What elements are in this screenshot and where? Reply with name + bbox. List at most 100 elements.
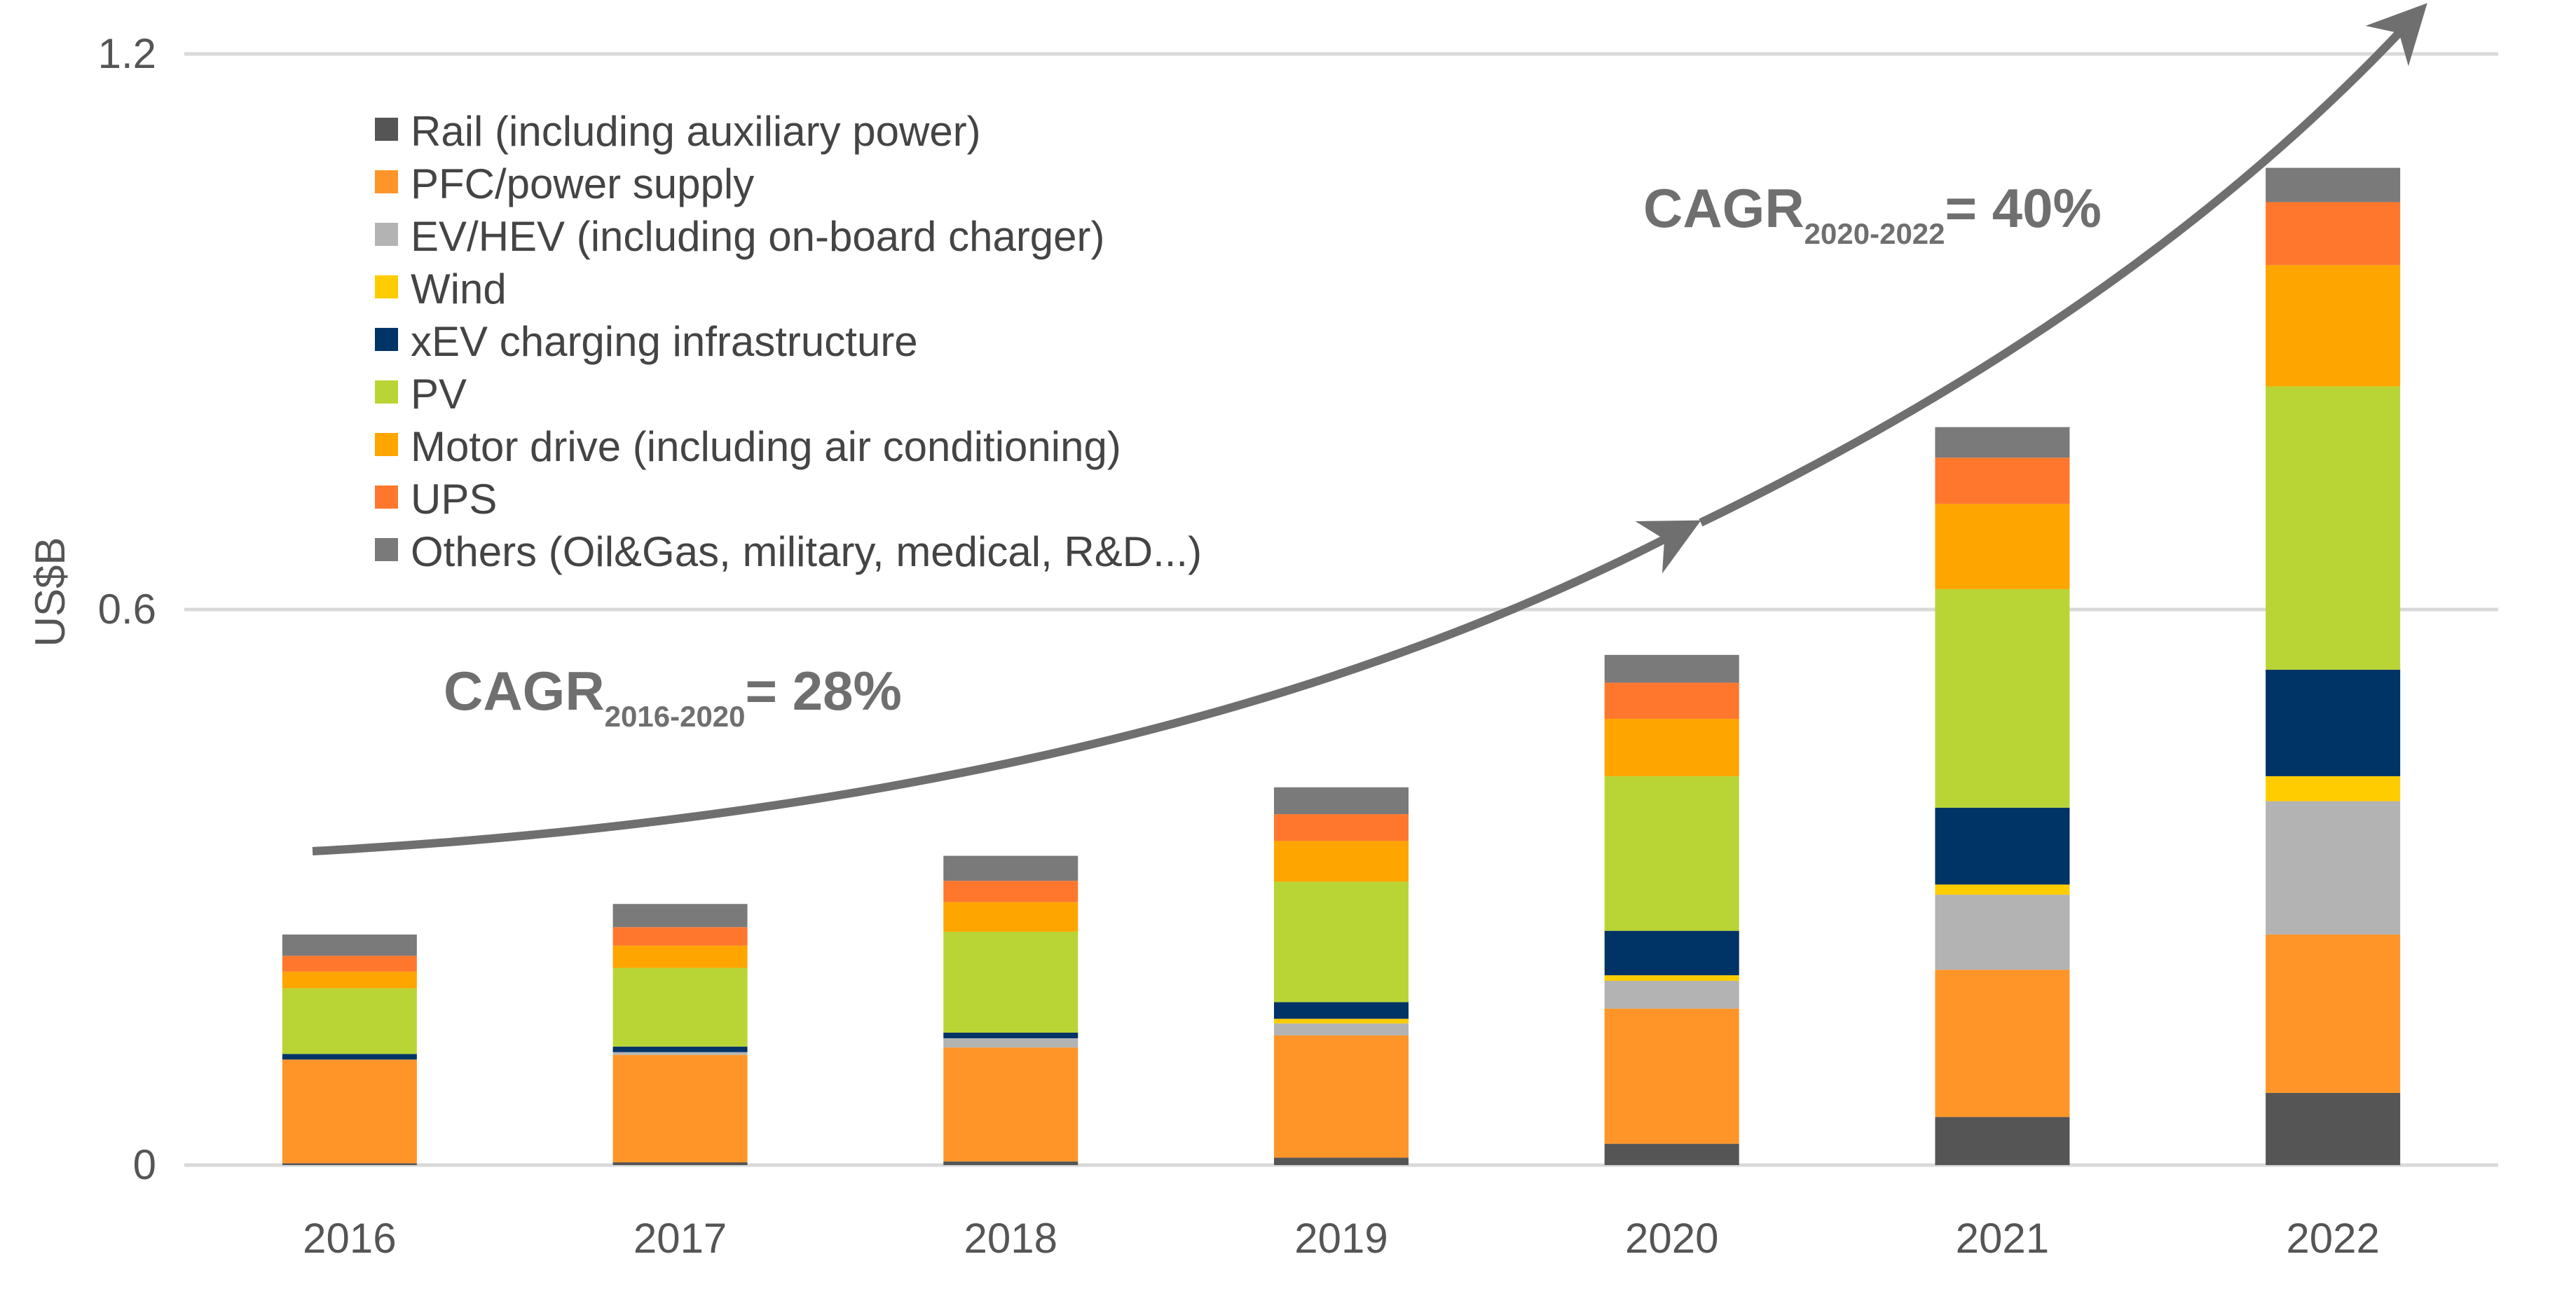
bar-segment	[612, 1162, 748, 1165]
legend-swatch	[375, 433, 398, 456]
bar-segment	[1604, 682, 1739, 719]
bar-segment	[943, 881, 1078, 902]
bar-segment	[2266, 167, 2401, 202]
legend-item: Rail (including auxiliary power)	[375, 108, 981, 155]
cagr-annotation-2016-2020: CAGR2016-2020= 28%	[444, 660, 902, 733]
bar-segment	[1274, 1023, 1409, 1035]
bar-segment	[1935, 1117, 2070, 1165]
legend-item: PFC/power supply	[375, 160, 754, 207]
legend-swatch	[375, 538, 398, 561]
legend: Rail (including auxiliary power) PFC/powe…	[375, 108, 1202, 575]
bar-segment	[1274, 841, 1409, 882]
bar-stack-2016	[282, 934, 417, 1165]
bar-segment	[612, 968, 748, 1047]
bar-stack-2020	[1604, 654, 1739, 1165]
legend-item: UPS	[375, 476, 497, 523]
bar-segment	[282, 988, 417, 1054]
bar-segment	[1274, 881, 1409, 1003]
legend-label: Rail (including auxiliary power)	[411, 108, 981, 155]
bar-segment	[2266, 265, 2401, 387]
bar-segment	[2266, 669, 2401, 776]
y-axis-ticks: 0 0.6 1.2	[98, 30, 156, 1188]
bar-segment	[943, 1161, 1078, 1165]
bar-segment	[1935, 427, 2070, 458]
bar-segment	[1274, 787, 1409, 815]
legend-label: PV	[411, 371, 467, 418]
legend-swatch	[375, 275, 398, 298]
growth-arrow-2016-2020	[312, 520, 1701, 855]
legend-label: xEV charging infrastructure	[411, 318, 918, 365]
bar-segment	[1604, 930, 1739, 976]
legend-swatch	[375, 486, 398, 509]
bar-segment	[612, 1052, 748, 1055]
bar-segment	[282, 934, 417, 956]
x-axis-ticks: 2016 2017 2018 2019 2020 2021 2022	[303, 1215, 2380, 1262]
x-tick-label: 2017	[633, 1215, 727, 1262]
legend-label: Wind	[411, 266, 507, 312]
y-tick-label: 1.2	[98, 30, 156, 77]
x-tick-label: 2022	[2286, 1215, 2379, 1262]
bar-segment	[1935, 970, 2070, 1117]
bar-stack-2021	[1935, 427, 2070, 1165]
bar-segment	[943, 902, 1078, 932]
bar-stack-2019	[1274, 787, 1409, 1165]
legend-swatch	[375, 170, 398, 193]
bar-segment	[282, 956, 417, 972]
bar-segment	[1604, 975, 1739, 981]
bar-segment	[2266, 776, 2401, 801]
legend-label: PFC/power supply	[411, 160, 754, 207]
bar-segment	[2266, 202, 2401, 266]
legend-label: Motor drive (including air conditioning)	[411, 423, 1121, 470]
bar-segment	[943, 1038, 1078, 1048]
bar-segment	[2266, 386, 2401, 670]
legend-item: Motor drive (including air conditioning)	[375, 423, 1121, 470]
bar-segment	[1604, 980, 1739, 1009]
x-tick-label: 2020	[1625, 1215, 1718, 1262]
y-tick-label: 0.6	[98, 586, 156, 633]
bar-segment	[1935, 457, 2070, 504]
bar-segment	[1604, 654, 1739, 683]
legend-label: Others (Oil&Gas, military, medical, R&D.…	[411, 528, 1202, 575]
legend-label: EV/HEV (including on-board charger)	[411, 213, 1105, 260]
bar-segment	[1274, 1035, 1409, 1158]
x-tick-label: 2019	[1294, 1215, 1388, 1262]
bar-segment	[1935, 884, 2070, 895]
bar-stack-2018	[943, 855, 1078, 1165]
bar-segment	[282, 1054, 417, 1060]
bar-segment	[2266, 1092, 2401, 1165]
bar-segment	[943, 855, 1078, 881]
bar-segment	[1604, 718, 1739, 776]
bar-stack-2022	[2266, 167, 2401, 1165]
bar-segment	[612, 927, 748, 946]
legend-item: PV	[375, 371, 467, 418]
bar-segment	[2266, 801, 2401, 935]
bar-segment	[1274, 814, 1409, 841]
bar-segment	[1274, 1002, 1409, 1019]
bar-segment	[1935, 589, 2070, 808]
bar-segment	[943, 1047, 1078, 1162]
bar-segment	[943, 931, 1078, 1033]
bar-segment	[1274, 1157, 1409, 1165]
y-tick-label: 0	[133, 1141, 156, 1188]
bar-segment	[612, 945, 748, 968]
legend-item: EV/HEV (including on-board charger)	[375, 213, 1105, 260]
legend-item: Others (Oil&Gas, military, medical, R&D.…	[375, 528, 1202, 575]
legend-swatch	[375, 328, 398, 351]
bar-segment	[1604, 1008, 1739, 1144]
x-tick-label: 2018	[964, 1215, 1057, 1262]
bar-segment	[1604, 776, 1739, 931]
x-tick-label: 2021	[1956, 1215, 2049, 1262]
legend-swatch	[375, 380, 398, 404]
bar-segment	[1935, 807, 2070, 885]
bar-segment	[282, 1163, 417, 1165]
legend-item: xEV charging infrastructure	[375, 318, 918, 365]
legend-swatch	[375, 118, 398, 141]
y-axis-label: US$B	[27, 537, 74, 647]
bar-segment	[612, 1046, 748, 1052]
bar-segment	[1935, 504, 2070, 589]
bar-segment	[612, 1054, 748, 1163]
legend-swatch	[375, 223, 398, 246]
bar-segment	[612, 904, 748, 928]
legend-item: Wind	[375, 266, 507, 312]
